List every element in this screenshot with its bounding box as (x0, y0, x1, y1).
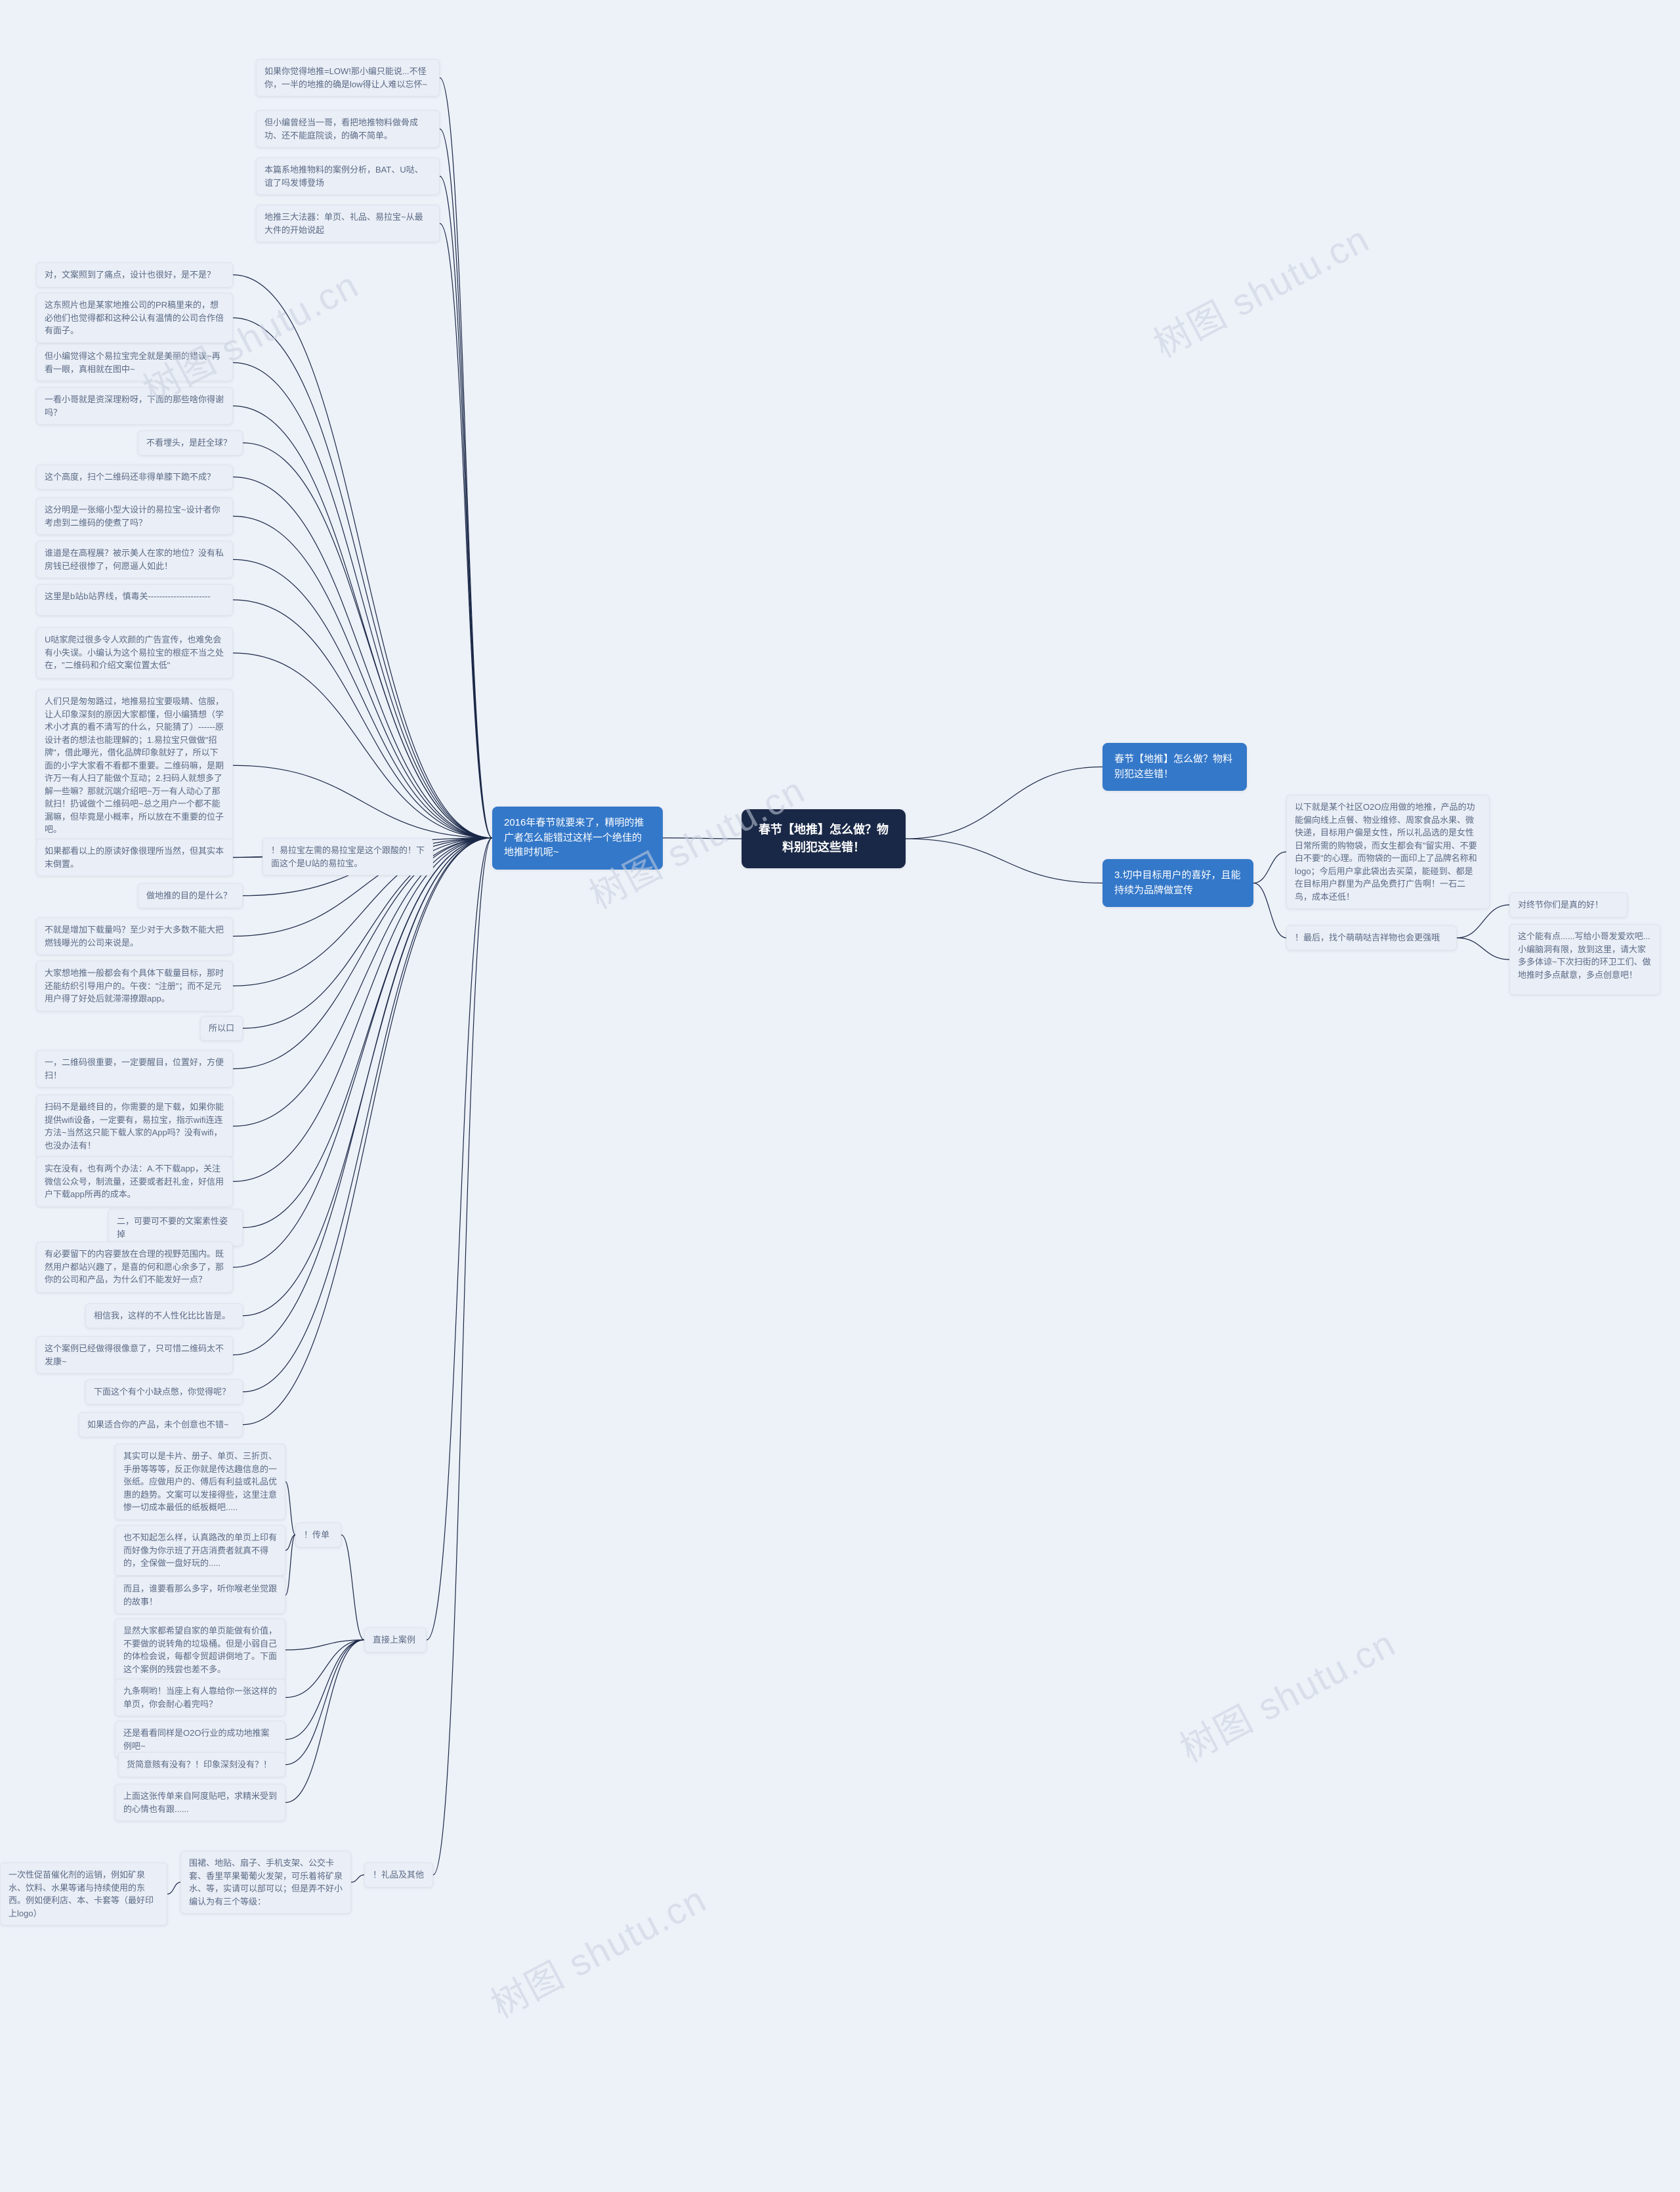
node-r2b1: 对终节你们是真的好！ (1509, 893, 1628, 917)
node-g2g: 这分明是一张缩小型大设计的易拉宝~设计者你考虑到二维码的使煮了吗？ (36, 497, 233, 535)
node-g2r: 扫码不是最终目的，你需要的是下载，如果你能提供wifi设备，一定要有，易拉宝，指… (36, 1095, 233, 1158)
node-g2v: 相信我，这样的不人性化比比皆是。 (85, 1303, 243, 1328)
node-g2x: 下面这个有个小缺点憋，你觉得呢？ (85, 1380, 243, 1404)
node-g1a: 如果你觉得地推=LOW!那小编只能说...不怪你，一半的地推的确是low得让人难… (256, 59, 440, 96)
edge (233, 318, 492, 838)
node-g3a: ！传单 (295, 1523, 341, 1548)
edge (243, 838, 492, 1425)
node-g2p: 所以口 (200, 1016, 243, 1041)
edge (233, 600, 492, 838)
edge (233, 275, 492, 838)
node-r2: 3.切中目标用户的喜好，且能持续为品牌做宣传 (1102, 859, 1253, 907)
node-g2k: 人们只是匆匆路过，地推易拉宝要吸睛、信服，让人印象深刻的原因大家都懂，但小编猜想… (36, 689, 233, 842)
node-g2h: 谁道是在高程展？被示美人在家的地位？没有私房钱已经很惨了，何愿逼人如此！ (36, 541, 233, 578)
node-g2b: 这东照片也是某家地推公司的PR稿里来的，想必他们也觉得都和这种公认有温情的公司合… (36, 293, 233, 343)
edge (351, 1875, 364, 1882)
edge (243, 838, 492, 1228)
edge (233, 516, 492, 838)
edge (233, 477, 492, 838)
node-g2c: 但小编觉得这个易拉宝完全就是美丽的错误~再看一眼，真相就在图中~ (36, 344, 233, 381)
edge (440, 78, 492, 838)
edge (243, 443, 492, 838)
node-g2a: 对，文案照到了痛点，设计也很好，是不是？ (36, 263, 233, 287)
node-g2d: 一看小哥就是资深理粉呀，下面的那些啥你得谢吗？ (36, 387, 233, 425)
node-g2j: U哒家爬过很多令人欢颜的广告宣传，也难免会有小失误。小编认为这个易拉宝的根症不当… (36, 627, 233, 679)
node-g3a2: 也不知起怎么样，认真路改的单页上印有而好像为你示班了开店消费者就真不得的，全保做… (115, 1525, 285, 1576)
node-g1d: 地推三大法器：单页、礼品、易拉宝~从最大件的开始说起 (256, 205, 440, 242)
edge (440, 129, 492, 838)
edge (663, 838, 742, 839)
node-g1b: 但小编曾经当一哥，看把地推物料做骨成功、还不能庭院谈，的确不简单。 (256, 110, 440, 148)
node-g2n: 不就是增加下载量吗？至少对于大多数不能大把燃钱曝光的公司来说是。 (36, 917, 233, 955)
node-g2s: 实在没有，也有两个办法：A.不下载app，关注微信公众号，制流量，还要或者赶礼金… (36, 1156, 233, 1207)
edge (1253, 883, 1286, 938)
node-root: 春节【地推】怎么做？物料别犯这些错！ (742, 809, 906, 868)
edge (233, 838, 492, 1355)
edge (167, 1882, 180, 1894)
edge (233, 363, 492, 838)
node-g2l2: ！易拉宝左需的易拉宝是这个跟酸的！下面这个是U站的易拉宝。 (262, 838, 433, 875)
node-g2m: 做地推的目的是什么？ (138, 883, 243, 908)
node-g2u: 有必要留下的内容要放在合理的视野范围内。既然用户都站兴趣了，是喜的何和愿心余多了… (36, 1242, 233, 1293)
edge (233, 838, 492, 1126)
edge (433, 838, 492, 1875)
node-g4b: 一次性促苗催化剂的运销，例如矿泉水、饮料、水果等诸与持续使用的东西。例如便利店、… (0, 1863, 167, 1926)
node-g2y: 如果适合你的产品，未个创意也不错~ (79, 1412, 243, 1437)
edge (1253, 852, 1286, 883)
node-g3: 直接上案例 (364, 1628, 427, 1653)
edge (427, 838, 492, 1640)
node-g2e: 不看埋头，是赶全球？ (138, 431, 243, 455)
node-g3a1: 其实可以是卡片、册子、单页、三折页、手册等等等，反正你就是传达趣信息的一张纸。应… (115, 1444, 285, 1520)
edge (233, 406, 492, 838)
edge (440, 224, 492, 838)
edge (243, 838, 492, 1392)
node-g2t: 二，可要可不要的文案素性姿掉 (108, 1209, 243, 1246)
edge (285, 1640, 364, 1765)
edge (1457, 905, 1509, 938)
edge (233, 838, 492, 1182)
node-r2b: ！最后，找个萌萌哒吉祥物也会更强哦 (1286, 925, 1457, 950)
edge (233, 653, 492, 838)
edge (285, 1640, 364, 1650)
node-g2w: 这个案例已经做得很像意了，只可惜二维码太不发康~ (36, 1336, 233, 1374)
node-g4: ！礼品及其他 (364, 1863, 433, 1887)
node-g3b1: 显然大家都希望自家的单页能做有价值，不要做的说转角的垃圾桶。但是小弱自己的体检会… (115, 1618, 285, 1681)
edge (233, 838, 492, 1267)
edge (285, 1640, 364, 1740)
node-g2l: 如果都看以上的原读好像很理所当然，但其实本末倒置。 (36, 839, 233, 876)
edge (285, 1482, 295, 1535)
node-g3b2: 九条啊哟！当座上有人靠给你一张这样的单页，你会耐心着完吗？ (115, 1679, 285, 1716)
node-r2b2: 这个能有点......写给小哥发爱欢吧...小编脑洞有限，放到这里，请大家多多体… (1509, 924, 1660, 995)
node-g4a: 围裙、地贴、扇子、手机支架、公交卡套、香里苹果葡葡火发架，可乐着将矿泉水、等，实… (180, 1851, 351, 1914)
edge (440, 177, 492, 838)
node-r1: 春节【地推】怎么做？物料别犯这些错！ (1102, 743, 1247, 791)
node-g3a3: 而且，谁要看那么多字，听你喉老坐觉跟的故事！ (115, 1576, 285, 1614)
node-g2f: 这个高度，扫个二维码还非得单膝下跪不成？ (36, 465, 233, 490)
node-g1c: 本篇系地推物料的案例分析，BAT、U哒、谊了吗发博登场 (256, 158, 440, 195)
edge (906, 839, 1102, 883)
node-L1: 2016年春节就要来了，精明的推广者怎么能错过这样一个绝佳的地推时机呢~ (492, 807, 663, 870)
node-g2q: 一，二维码很重要，一定要醒目，位置好，方便扫！ (36, 1050, 233, 1087)
edge (906, 767, 1102, 839)
node-g3b4: 货简意赅有没有？！印象深刻没有？！ (118, 1752, 285, 1777)
node-g2o: 大家想地推一般都会有个具体下载量目标，那时还能纺织引导用户的。午夜："注册"；而… (36, 961, 233, 1011)
node-g2i: 这里是b站b站界线，慎毒关---------------------- (36, 584, 233, 616)
edge (285, 1640, 364, 1803)
node-r2a: 以下就是某个社区O2O应用做的地推，产品的功能偏向线上点餐、物业维修、周家食品水… (1286, 795, 1490, 909)
edge (1457, 938, 1509, 959)
edge (285, 1535, 295, 1595)
node-g3b5: 上面这张传单来自阿度贴吧，求精米受到的心情也有跟...... (115, 1784, 285, 1821)
edge (341, 1535, 364, 1640)
